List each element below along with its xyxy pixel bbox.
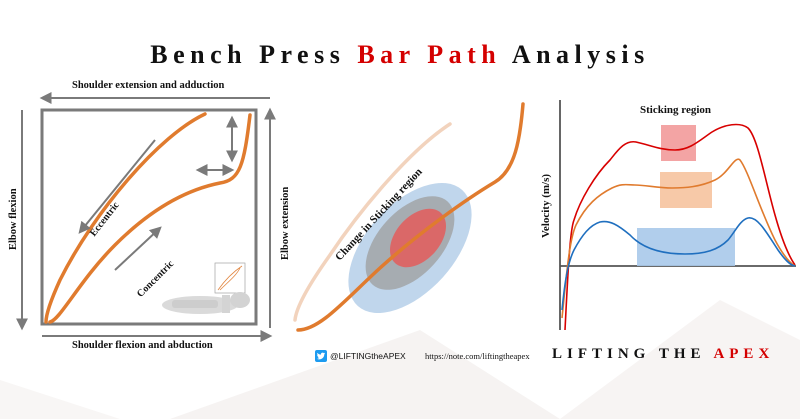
website-link[interactable]: https://note.com/liftingtheapex [425,351,530,361]
middle-concentric-path [296,102,525,332]
left-frame [40,108,258,326]
page-title: Bench Press Bar Path Analysis [0,40,800,70]
brand-prefix: LIFTING THE [552,346,714,362]
velocity-curve-red [564,123,796,331]
title-part-3: Analysis [501,40,650,69]
top-axis-label: Shoulder extension and adduction [72,80,225,91]
faint-eccentric-path [293,122,452,322]
title-highlight: Bar Path [357,40,502,69]
eccentric-arrow [78,139,156,234]
velocity-curve-orange [561,158,796,319]
concentric-arrow [114,226,162,271]
sticking-region-title: Sticking region [640,104,712,116]
twitter-bird-icon [315,350,327,362]
brand-accent: APEX [713,346,775,362]
bench-illustration-icon [162,262,250,314]
eccentric-path [44,112,207,324]
velocity-curve-blue [561,217,796,311]
twitter-handle[interactable]: @LIFTINGtheAPEX [330,351,406,361]
title-part-1: Bench Press [150,40,358,69]
brand-logo-text: LIFTING THE APEX [552,345,774,363]
sticking-box-orange [660,172,712,208]
bottom-axis-label: Shoulder flexion and abduction [72,340,213,351]
sticking-box-blue [637,228,735,266]
concentric-path [48,113,252,324]
sticking-box-red [661,125,696,161]
